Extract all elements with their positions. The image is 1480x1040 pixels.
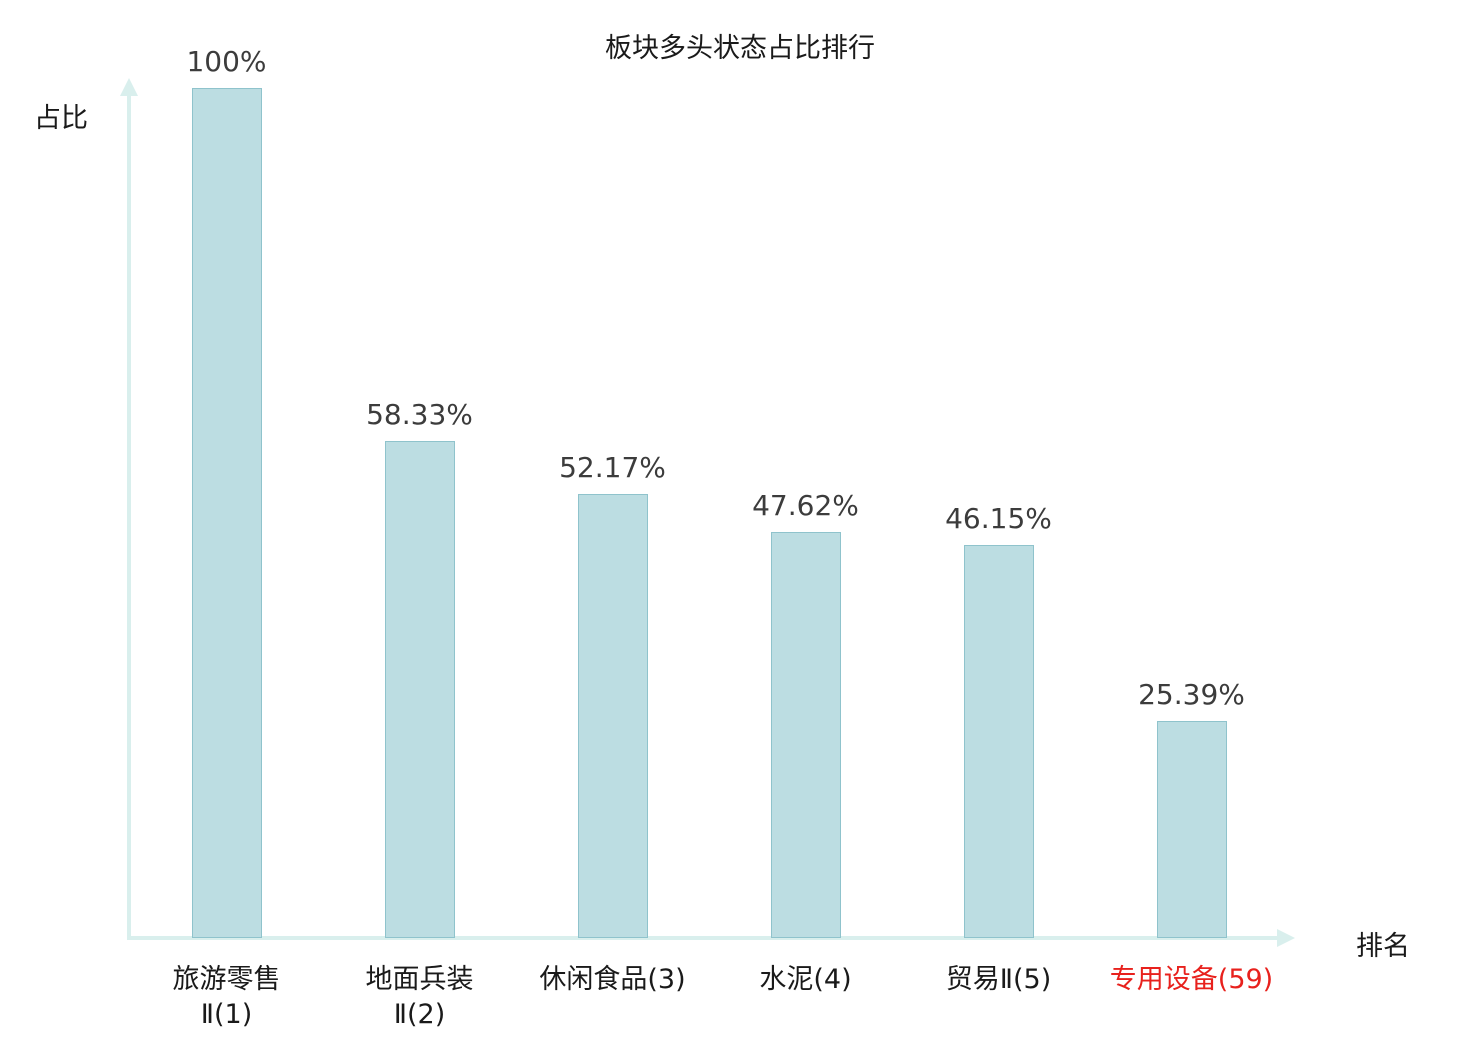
- bar-value-label: 47.62%: [752, 489, 859, 522]
- x-axis-line: [127, 936, 1277, 940]
- category-label-line: 贸易Ⅱ(5): [945, 964, 1052, 995]
- bar-slot: 58.33%: [323, 398, 516, 938]
- bar-slot: 25.39%: [1095, 678, 1288, 938]
- x-axis-label: 排名: [1356, 931, 1410, 962]
- category-label-line: 休闲食品(3): [539, 964, 686, 995]
- category-label: 专用设备(59): [1095, 962, 1288, 997]
- category-label-line: 地面兵装: [365, 964, 474, 995]
- category-label-line: Ⅱ(2): [393, 999, 446, 1031]
- category-label-line: 旅游零售: [172, 964, 281, 995]
- bar-value-label: 58.33%: [366, 398, 473, 431]
- y-axis-line: [127, 95, 131, 938]
- bar-slot: 100%: [130, 45, 323, 938]
- category-label-line: Ⅱ(1): [200, 999, 253, 1031]
- category-label: 地面兵装 Ⅱ(2): [323, 962, 516, 1032]
- bar-slot: 52.17%: [516, 451, 709, 938]
- bar-value-label: 25.39%: [1138, 678, 1245, 711]
- x-axis-arrow-icon: [1277, 929, 1295, 947]
- category-label-line: 水泥(4): [759, 964, 852, 995]
- bar: [1156, 721, 1227, 938]
- chart-title: 板块多头状态占比排行: [605, 33, 875, 64]
- bar-value-label: 46.15%: [945, 502, 1052, 535]
- y-axis-arrow-icon: [120, 78, 138, 96]
- category-label: 旅游零售 Ⅱ(1): [130, 962, 323, 1032]
- bar: [577, 494, 648, 938]
- category-label-line: 专用设备(59): [1109, 964, 1274, 995]
- bar-value-label: 100%: [186, 45, 267, 78]
- bar: [770, 532, 841, 938]
- bar-slot: 47.62%: [709, 489, 902, 938]
- y-axis-label: 占比: [34, 103, 88, 134]
- bar: [963, 545, 1034, 938]
- bar-value-label: 52.17%: [559, 451, 666, 484]
- bar-slot: 46.15%: [902, 502, 1095, 938]
- bar: [384, 441, 455, 938]
- category-label: 休闲食品(3): [516, 962, 709, 997]
- category-label: 水泥(4): [709, 962, 902, 997]
- category-label: 贸易Ⅱ(5): [902, 962, 1095, 997]
- bar: [191, 88, 262, 938]
